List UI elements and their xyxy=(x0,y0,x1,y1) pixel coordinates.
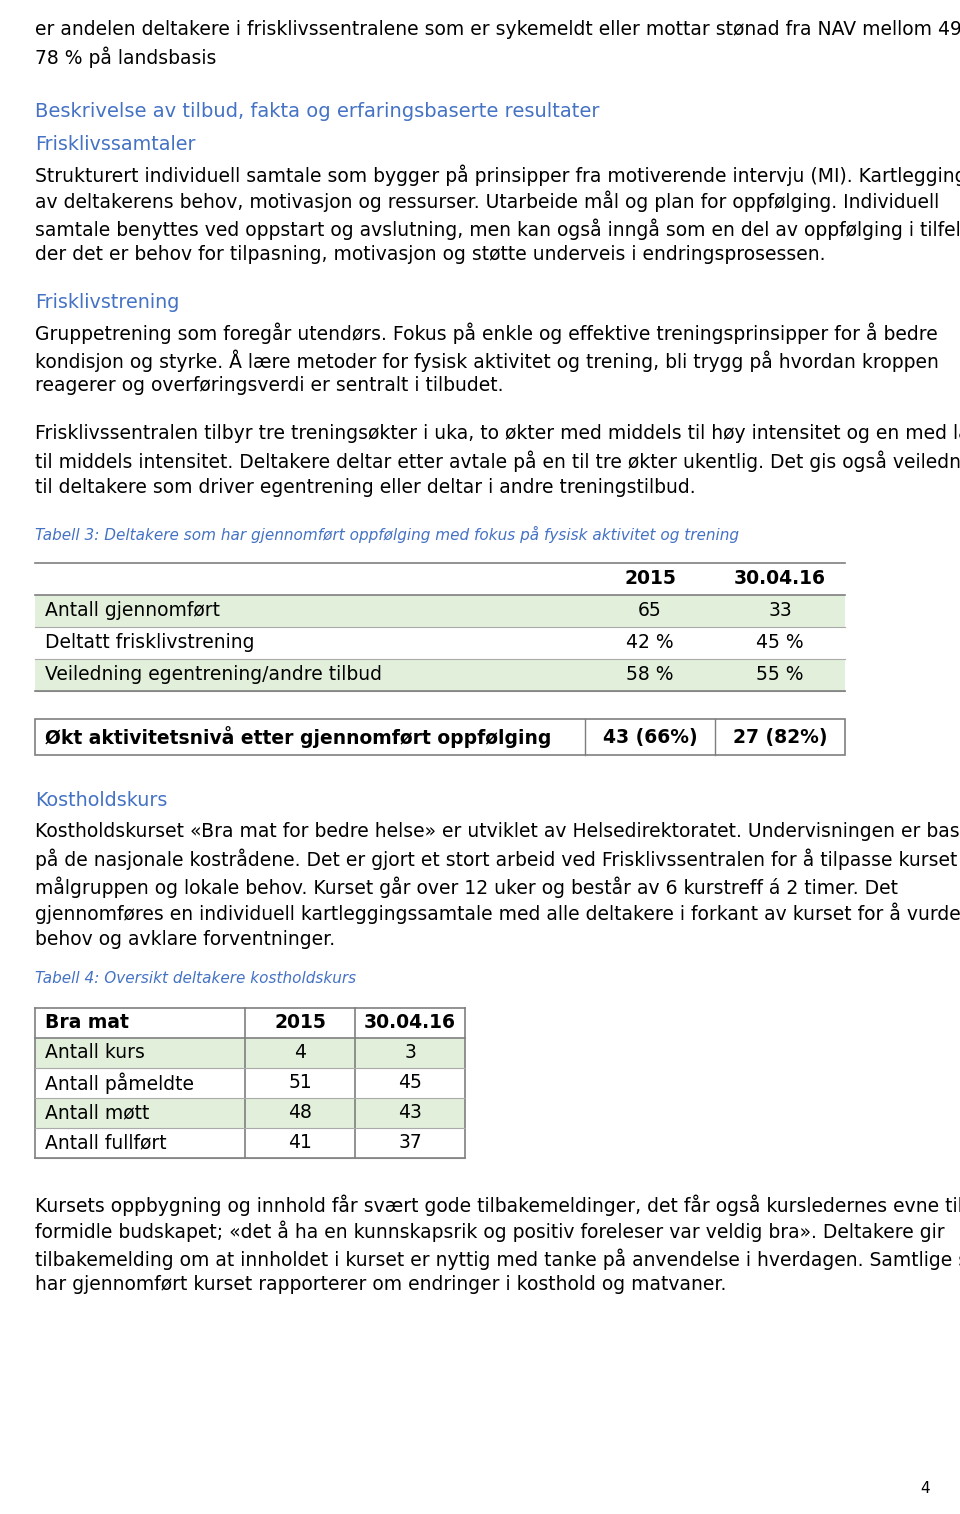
Text: 48: 48 xyxy=(288,1104,312,1122)
Text: Deltatt frisklivstrening: Deltatt frisklivstrening xyxy=(45,633,254,653)
Text: 2015: 2015 xyxy=(624,569,676,589)
Text: 51: 51 xyxy=(288,1073,312,1093)
Text: formidle budskapet; «det å ha en kunnskapsrik og positiv foreleser var veldig br: formidle budskapet; «det å ha en kunnska… xyxy=(35,1220,945,1243)
Text: Antall møtt: Antall møtt xyxy=(45,1104,150,1122)
Text: Beskrivelse av tilbud, fakta og erfaringsbaserte resultater: Beskrivelse av tilbud, fakta og erfaring… xyxy=(35,101,599,121)
Text: reagerer og overføringsverdi er sentralt i tilbudet.: reagerer og overføringsverdi er sentralt… xyxy=(35,375,503,395)
Text: på de nasjonale kostrådene. Det er gjort et stort arbeid ved Frisklivssentralen : på de nasjonale kostrådene. Det er gjort… xyxy=(35,849,960,871)
Bar xyxy=(35,1039,465,1067)
Text: Antall påmeldte: Antall påmeldte xyxy=(45,1072,194,1093)
Text: 4: 4 xyxy=(921,1481,930,1496)
Text: Tabell 4: Oversikt deltakere kostholdskurs: Tabell 4: Oversikt deltakere kostholdsku… xyxy=(35,970,356,986)
Text: Veiledning egentrening/andre tilbud: Veiledning egentrening/andre tilbud xyxy=(45,666,382,684)
Text: 45 %: 45 % xyxy=(756,633,804,653)
Text: Antall fullført: Antall fullført xyxy=(45,1134,167,1152)
Text: 58 %: 58 % xyxy=(626,666,674,684)
Text: 30.04.16: 30.04.16 xyxy=(364,1013,456,1033)
Text: Frisklivssamtaler: Frisklivssamtaler xyxy=(35,135,196,154)
Text: 2015: 2015 xyxy=(274,1013,326,1033)
Text: Gruppetrening som foregår utendørs. Fokus på enkle og effektive treningsprinsipp: Gruppetrening som foregår utendørs. Foku… xyxy=(35,322,938,344)
Text: til middels intensitet. Deltakere deltar etter avtale på en til tre økter ukentl: til middels intensitet. Deltakere deltar… xyxy=(35,451,960,472)
Text: Økt aktivitetsnivå etter gjennomført oppfølging: Økt aktivitetsnivå etter gjennomført opp… xyxy=(45,727,551,748)
Text: Kursets oppbygning og innhold får svært gode tilbakemeldinger, det får også kurs: Kursets oppbygning og innhold får svært … xyxy=(35,1195,960,1216)
Text: av deltakerens behov, motivasjon og ressurser. Utarbeide mål og plan for oppfølg: av deltakerens behov, motivasjon og ress… xyxy=(35,191,939,212)
Bar xyxy=(35,719,845,755)
Bar xyxy=(35,627,845,659)
Text: Kostholdskurset «Bra mat for bedre helse» er utviklet av Helsedirektoratet. Unde: Kostholdskurset «Bra mat for bedre helse… xyxy=(35,822,960,840)
Bar xyxy=(35,1008,465,1039)
Text: Strukturert individuell samtale som bygger på prinsipper fra motiverende intervj: Strukturert individuell samtale som bygg… xyxy=(35,164,960,186)
Text: tilbakemelding om at innholdet i kurset er nyttig med tanke på anvendelse i hver: tilbakemelding om at innholdet i kurset … xyxy=(35,1248,960,1270)
Text: 3: 3 xyxy=(404,1043,416,1063)
Bar xyxy=(35,1098,465,1128)
Text: samtale benyttes ved oppstart og avslutning, men kan også inngå som en del av op: samtale benyttes ved oppstart og avslutn… xyxy=(35,218,960,239)
Text: har gjennomført kurset rapporterer om endringer i kosthold og matvaner.: har gjennomført kurset rapporterer om en… xyxy=(35,1275,727,1294)
Text: 37: 37 xyxy=(398,1134,421,1152)
Text: Antall kurs: Antall kurs xyxy=(45,1043,145,1063)
Text: 65: 65 xyxy=(638,601,661,621)
Text: er andelen deltakere i frisklivssentralene som er sykemeldt eller mottar stønad : er andelen deltakere i frisklivssentrale… xyxy=(35,20,960,39)
Text: behov og avklare forventninger.: behov og avklare forventninger. xyxy=(35,930,335,949)
Text: 33: 33 xyxy=(768,601,792,621)
Text: Bra mat: Bra mat xyxy=(45,1013,129,1033)
Text: målgruppen og lokale behov. Kurset går over 12 uker og består av 6 kurstreff á 2: målgruppen og lokale behov. Kurset går o… xyxy=(35,877,898,898)
Text: der det er behov for tilpasning, motivasjon og støtte underveis i endringsproses: der det er behov for tilpasning, motivas… xyxy=(35,245,826,263)
Bar xyxy=(35,595,845,627)
Text: 27 (82%): 27 (82%) xyxy=(732,728,828,746)
Text: 30.04.16: 30.04.16 xyxy=(734,569,826,589)
Bar xyxy=(35,1067,465,1098)
Text: 55 %: 55 % xyxy=(756,666,804,684)
Text: 43: 43 xyxy=(398,1104,422,1122)
Text: 42 %: 42 % xyxy=(626,633,674,653)
Text: 45: 45 xyxy=(398,1073,422,1093)
Text: 4: 4 xyxy=(294,1043,306,1063)
Text: Kostholdskurs: Kostholdskurs xyxy=(35,790,167,810)
Text: Tabell 3: Deltakere som har gjennomført oppfølging med fokus på fysisk aktivitet: Tabell 3: Deltakere som har gjennomført … xyxy=(35,525,739,544)
Text: 78 % på landsbasis: 78 % på landsbasis xyxy=(35,47,216,68)
Text: gjennomføres en individuell kartleggingssamtale med alle deltakere i forkant av : gjennomføres en individuell kartleggings… xyxy=(35,902,960,925)
Text: Frisklivstrening: Frisklivstrening xyxy=(35,294,180,312)
Text: kondisjon og styrke. Å lære metoder for fysisk aktivitet og trening, bli trygg p: kondisjon og styrke. Å lære metoder for … xyxy=(35,350,939,371)
Bar xyxy=(35,563,845,595)
Text: Antall gjennomført: Antall gjennomført xyxy=(45,601,220,621)
Bar xyxy=(35,659,845,690)
Text: Frisklivssentralen tilbyr tre treningsøkter i uka, to økter med middels til høy : Frisklivssentralen tilbyr tre treningsøk… xyxy=(35,424,960,444)
Text: 41: 41 xyxy=(288,1134,312,1152)
Text: 43 (66%): 43 (66%) xyxy=(603,728,697,746)
Text: til deltakere som driver egentrening eller deltar i andre treningstilbud.: til deltakere som driver egentrening ell… xyxy=(35,478,696,497)
Bar xyxy=(35,1128,465,1158)
